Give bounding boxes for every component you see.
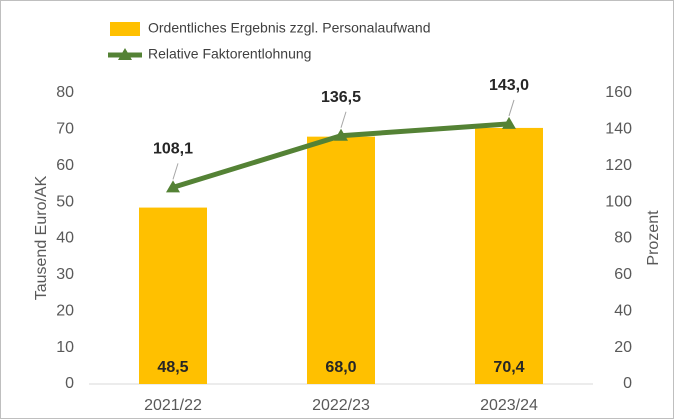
- y2-tick-label: 40: [614, 302, 632, 319]
- y-tick-label: 10: [56, 339, 74, 356]
- y2-axis-title: Prozent: [645, 210, 662, 266]
- marker: [166, 180, 180, 193]
- y2-tick-label: 120: [605, 157, 632, 174]
- x-tick-label: 2021/22: [144, 397, 202, 414]
- y2-tick-label: 140: [605, 121, 632, 138]
- leader-line: [172, 163, 179, 180]
- legend-marker: [118, 48, 132, 60]
- y-tick-label: 50: [56, 193, 74, 210]
- legend-label: Relative Faktorentlohnung: [148, 46, 311, 62]
- legend-swatch: [110, 22, 140, 36]
- line-value-label: 136,5: [321, 89, 361, 106]
- line-value-label: 108,1: [153, 141, 193, 158]
- bar-value-label: 48,5: [157, 359, 188, 376]
- bar: [307, 136, 375, 384]
- y2-tick-label: 60: [614, 266, 632, 283]
- bar: [139, 207, 207, 384]
- x-tick-label: 2023/24: [480, 397, 538, 414]
- marker: [334, 128, 348, 141]
- bar-value-label: 68,0: [325, 359, 356, 376]
- leader-line: [508, 99, 515, 117]
- y-tick-label: 0: [65, 375, 74, 392]
- bar-value-label: 70,4: [493, 359, 524, 376]
- y-tick-label: 30: [56, 266, 74, 283]
- x-tick-label: 2022/23: [312, 397, 370, 414]
- y-tick-label: 20: [56, 302, 74, 319]
- y-axis-title: Tausend Euro/AK: [33, 175, 50, 300]
- y2-tick-label: 100: [605, 193, 632, 210]
- y-tick-label: 80: [56, 84, 74, 101]
- y2-tick-label: 0: [623, 375, 632, 392]
- y-tick-label: 40: [56, 230, 74, 247]
- leader-line: [340, 111, 347, 128]
- y2-tick-label: 160: [605, 84, 632, 101]
- y2-tick-label: 80: [614, 230, 632, 247]
- marker: [502, 116, 516, 129]
- y-tick-label: 70: [56, 121, 74, 138]
- line-value-label: 143,0: [489, 77, 529, 94]
- y2-tick-label: 20: [614, 339, 632, 356]
- y-tick-label: 60: [56, 157, 74, 174]
- bar: [475, 127, 543, 385]
- legend-label: Ordentliches Ergebnis zzgl. Personalaufw…: [148, 20, 431, 36]
